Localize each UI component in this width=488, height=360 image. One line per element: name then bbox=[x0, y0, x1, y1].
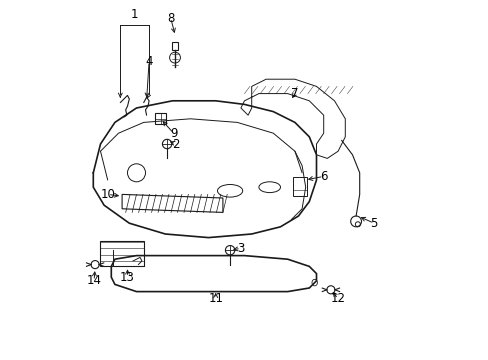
Bar bbox=[171, 42, 178, 50]
Bar bbox=[155, 113, 166, 124]
Text: 7: 7 bbox=[290, 87, 298, 100]
Text: 4: 4 bbox=[145, 55, 153, 68]
Text: 8: 8 bbox=[167, 12, 174, 24]
Text: 9: 9 bbox=[169, 127, 177, 140]
Text: 3: 3 bbox=[237, 242, 244, 255]
Text: 6: 6 bbox=[319, 170, 327, 183]
Text: 13: 13 bbox=[120, 271, 135, 284]
Text: 2: 2 bbox=[172, 138, 180, 150]
Text: 5: 5 bbox=[369, 217, 377, 230]
Text: 12: 12 bbox=[330, 292, 345, 305]
Text: 1: 1 bbox=[131, 8, 138, 21]
Text: 11: 11 bbox=[208, 292, 223, 305]
Text: 10: 10 bbox=[100, 188, 115, 201]
Text: 14: 14 bbox=[86, 274, 102, 287]
